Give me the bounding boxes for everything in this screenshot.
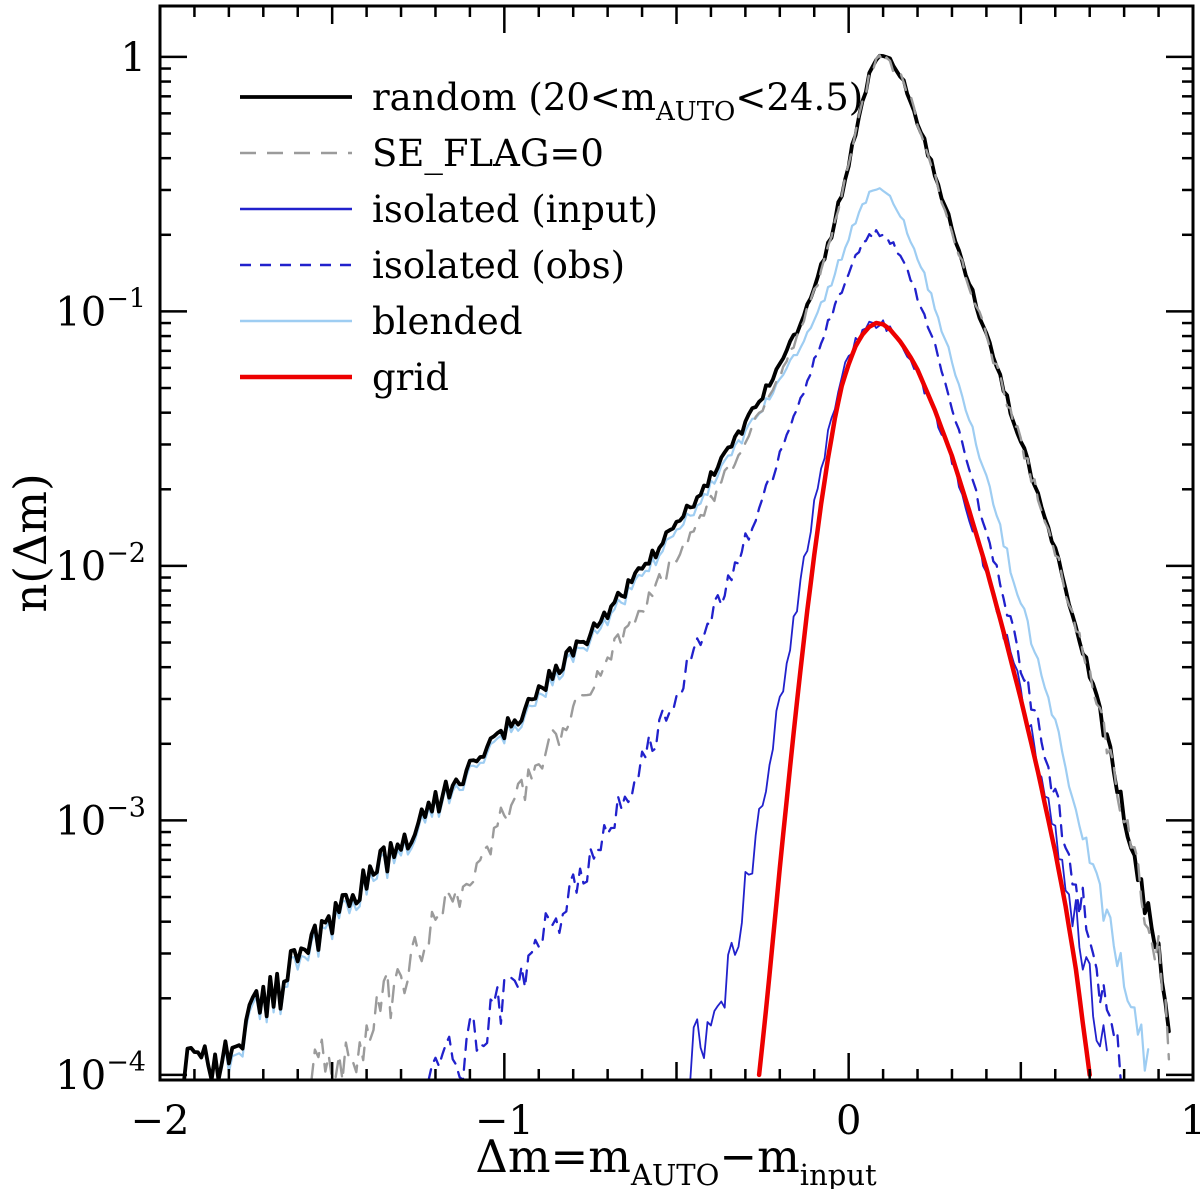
curve-grid (756, 320, 1092, 1078)
plot-frame (158, 4, 1195, 1082)
legend-item-se-flag-0: SE_FLAG=0 (240, 132, 604, 176)
curve-se-flag-0 (310, 54, 1171, 1080)
y-axis-title: n(Δm) (4, 473, 57, 612)
x-tick-label: 0 (836, 1098, 861, 1144)
x-tick-labels: −2 −1 0 1 (131, 1098, 1200, 1144)
legend-item-isolated-input: isolated (input) (240, 188, 658, 231)
legend-label-isolated-obs: isolated (obs) (372, 244, 625, 287)
x-tick-label: −1 (475, 1098, 534, 1144)
legend-label-grid: grid (372, 356, 449, 399)
y-tick-label: 10−3 (55, 792, 146, 844)
curve-isolated-obs (427, 229, 1122, 1080)
legend-item-isolated-obs: isolated (obs) (240, 244, 625, 287)
ticks-layer (158, 6, 1195, 1080)
legend-label-blended: blended (372, 300, 523, 343)
x-tick-label: −2 (131, 1098, 190, 1144)
legend: random (20<mAUTO<24.5) SE_FLAG=0 isolate… (240, 76, 863, 399)
legend-item-random: random (20<mAUTO<24.5) (240, 76, 863, 127)
legend-label-random: random (20<mAUTO<24.5) (372, 76, 863, 127)
y-tick-label: 10−2 (55, 538, 146, 590)
legend-label-se-flag-0: SE_FLAG=0 (372, 132, 604, 176)
y-tick-label: 10−4 (55, 1047, 146, 1099)
y-tick-labels: 1 10−1 10−2 10−3 10−4 (55, 35, 146, 1099)
x-tick-label: 1 (1180, 1098, 1200, 1144)
legend-item-grid: grid (240, 356, 449, 399)
curve-isolated-input (689, 319, 1108, 1080)
legend-label-isolated-input: isolated (input) (372, 188, 658, 231)
legend-item-blended: blended (240, 300, 523, 343)
x-axis-title: Δm=mAUTO−minput (475, 1130, 877, 1189)
curves-layer (182, 53, 1171, 1080)
y-tick-label: 1 (121, 35, 146, 81)
y-tick-label: 10−1 (55, 283, 146, 335)
